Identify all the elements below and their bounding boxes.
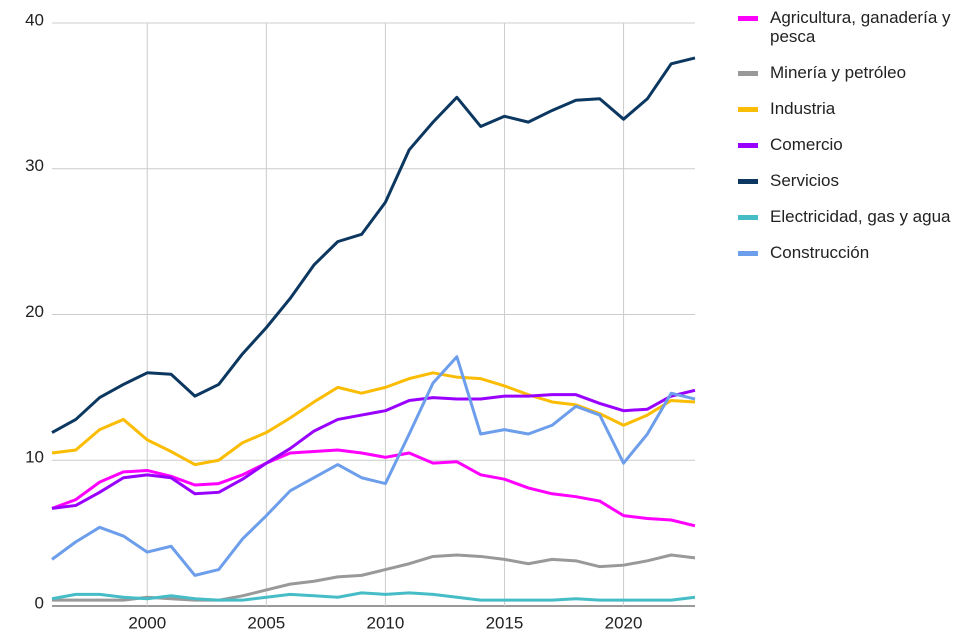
legend-item: Servicios: [738, 171, 978, 190]
x-tick-label: 2005: [247, 613, 285, 632]
legend-swatch: [738, 107, 758, 112]
y-tick-label: 30: [25, 156, 44, 175]
legend: Agricultura, ganadería y pesca Minería y …: [738, 8, 978, 279]
series-line: [51, 388, 696, 510]
legend-label: Comercio: [770, 135, 843, 154]
series-line: [51, 448, 696, 528]
legend-item: Comercio: [738, 135, 978, 154]
legend-item: Minería y petróleo: [738, 63, 978, 82]
legend-item: Agricultura, ganadería y pesca: [738, 8, 978, 46]
y-tick-label: 0: [35, 593, 44, 612]
legend-swatch: [738, 251, 758, 256]
legend-item: Industria: [738, 99, 978, 118]
legend-swatch: [738, 143, 758, 148]
x-tick-label: 2015: [486, 613, 524, 632]
legend-label: Agricultura, ganadería y pesca: [770, 8, 951, 46]
legend-swatch: [738, 215, 758, 220]
legend-item: Construcción: [738, 243, 978, 262]
y-tick-label: 20: [25, 302, 44, 321]
x-tick-label: 2010: [366, 613, 404, 632]
x-tick-label: 2000: [128, 613, 166, 632]
legend-label: Minería y petróleo: [770, 63, 907, 82]
y-tick-label: 10: [25, 448, 44, 467]
legend-swatch: [738, 16, 758, 21]
legend-item: Electricidad, gas y agua: [738, 207, 978, 226]
legend-label: Servicios: [770, 171, 839, 190]
y-tick-label: 40: [25, 10, 44, 29]
x-tick-label: 2020: [605, 613, 643, 632]
series-line: [51, 355, 696, 577]
legend-swatch: [738, 179, 758, 184]
legend-swatch: [738, 71, 758, 76]
series-line: [51, 591, 696, 602]
series-line: [51, 371, 696, 467]
legend-label: Construcción: [770, 243, 870, 262]
legend-label: Industria: [770, 99, 836, 118]
legend-label: Electricidad, gas y agua: [770, 207, 951, 226]
series-line: [51, 56, 696, 434]
